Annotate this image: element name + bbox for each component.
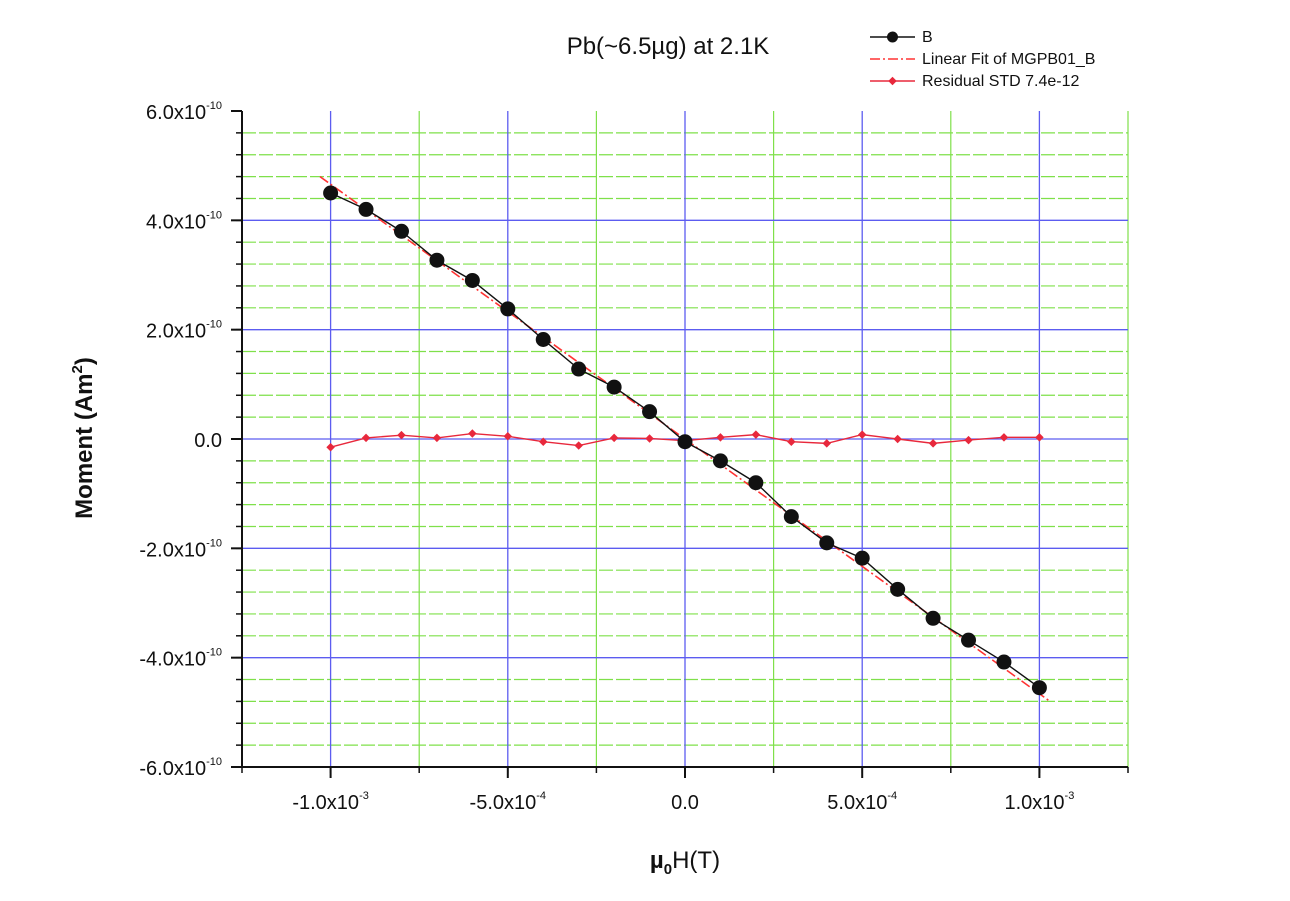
series-b-point bbox=[783, 509, 799, 525]
residual-point bbox=[857, 430, 867, 439]
axes bbox=[231, 110, 1129, 778]
series-b-point bbox=[854, 550, 870, 566]
residual-point bbox=[999, 433, 1009, 442]
y-tick-label: -4.0x10-10 bbox=[139, 647, 222, 671]
series-layer bbox=[319, 175, 1051, 703]
residual-point bbox=[397, 430, 406, 440]
x-tick-label: -1.0x10-3 bbox=[292, 790, 369, 814]
x-tick-label: 0.0 bbox=[671, 792, 699, 814]
residual-point bbox=[964, 435, 973, 445]
x-tick-label: 5.0x10-4 bbox=[827, 790, 897, 814]
series-b-point bbox=[961, 632, 977, 648]
legend: B Linear Fit of MGPB01_B Residual STD 7.4e… bbox=[870, 29, 1095, 90]
series-b-point bbox=[358, 201, 374, 217]
y-tick-label: 2.0x10-10 bbox=[146, 319, 222, 343]
series-b-point bbox=[890, 581, 906, 597]
series-b-point bbox=[571, 361, 587, 377]
residual-point bbox=[645, 434, 654, 443]
residual-point bbox=[787, 437, 796, 446]
residual-point bbox=[822, 439, 832, 448]
residual-point bbox=[503, 432, 513, 441]
tick-labels: -1.0x10-3 -5.0x10-4 0.0 5.0x10-4 1.0x10-3 6.0… bbox=[139, 100, 1074, 814]
y-axis-label: Moment (Am2) bbox=[69, 357, 98, 519]
series-b-point bbox=[925, 610, 941, 626]
residual-point bbox=[538, 437, 548, 446]
series-b-point bbox=[500, 301, 516, 317]
residual-point bbox=[893, 434, 902, 444]
legend-residual-label: Residual STD 7.4e-12 bbox=[922, 73, 1080, 90]
legend-fit-label: Linear Fit of MGPB01_B bbox=[922, 51, 1095, 68]
residual-point bbox=[361, 433, 371, 443]
x-tick-label: 1.0x10-3 bbox=[1004, 790, 1074, 814]
residual-point bbox=[609, 433, 619, 443]
y-tick-label: -6.0x10-10 bbox=[139, 756, 222, 780]
residual-point bbox=[1035, 433, 1044, 442]
residual-point bbox=[751, 430, 761, 439]
y-tick-label: 0.0 bbox=[194, 430, 222, 452]
series-b-point bbox=[1031, 680, 1047, 696]
x-axis-label: µ0H(T) bbox=[650, 847, 720, 878]
residual-point bbox=[928, 439, 938, 448]
residual-point bbox=[574, 441, 583, 450]
series-b-point bbox=[677, 434, 693, 450]
residual-point bbox=[326, 442, 335, 452]
y-tick-label: 6.0x10-10 bbox=[146, 100, 222, 124]
series-b-point bbox=[429, 252, 445, 268]
series-b-point bbox=[606, 379, 622, 395]
series-b-point bbox=[642, 404, 658, 420]
series-b-point bbox=[819, 535, 835, 551]
series-b-point bbox=[323, 185, 339, 201]
legend-b-label: B bbox=[922, 29, 933, 46]
residual-point bbox=[468, 429, 477, 438]
series-b-point bbox=[748, 475, 764, 491]
series-b-point bbox=[393, 223, 409, 239]
y-tick-label: -2.0x10-10 bbox=[139, 537, 222, 561]
legend-residual-marker bbox=[888, 76, 897, 86]
x-tick-label: -5.0x10-4 bbox=[470, 790, 547, 814]
y-tick-label: 4.0x10-10 bbox=[146, 209, 222, 233]
series-b-point bbox=[712, 453, 728, 469]
series-b-point bbox=[535, 332, 551, 348]
legend-b-marker bbox=[887, 31, 898, 43]
series-b-point bbox=[464, 272, 480, 288]
chart-title: Pb(~6.5µg) at 2.1K bbox=[567, 33, 770, 60]
series-b-point bbox=[996, 654, 1012, 670]
residual-point bbox=[716, 433, 725, 442]
residual-point bbox=[432, 433, 442, 443]
